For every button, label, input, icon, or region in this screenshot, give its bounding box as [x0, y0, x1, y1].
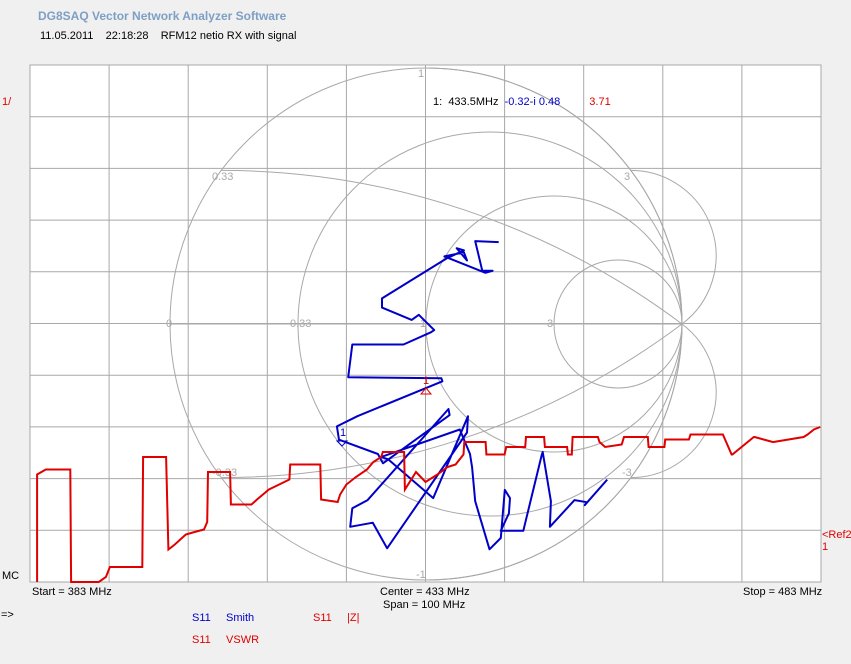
legend-smith-param: S11	[192, 612, 211, 624]
smith-trace-s11	[335, 240, 608, 551]
cursor-indicator: =>	[1, 609, 14, 621]
smith-label-bottom: -1	[416, 569, 426, 581]
smith-label-xneg3: -3	[622, 467, 632, 479]
ref-label: <Ref2	[822, 529, 851, 541]
legend-z-name: |Z|	[347, 612, 360, 624]
scale-left-bottom: MC	[2, 570, 20, 582]
span-frequency: Span = 100 MHz	[383, 599, 466, 611]
smith-reactance-arc	[221, 169, 683, 325]
ref-value: 1	[822, 541, 829, 553]
smith-marker[interactable]: 1	[335, 427, 349, 447]
smith-grid	[169, 67, 717, 581]
smith-marker-triangle	[335, 440, 349, 447]
legend-smith[interactable]: S11 Smith	[192, 612, 254, 624]
smith-reactance-arc	[425, 323, 683, 581]
marker-index: 1:	[433, 96, 443, 108]
vswr-marker-label: 1	[423, 375, 429, 387]
smith-label-r033: 0.33	[290, 318, 311, 330]
measurement-description: RFM12 netio RX with signal	[160, 30, 297, 42]
start-frequency: Start = 383 MHz	[32, 586, 112, 598]
smith-label-zero: 0	[166, 318, 172, 330]
marker-impedance: -0.32-i 0.48	[504, 96, 561, 108]
measurement-time: 22:18:28	[105, 30, 149, 42]
legend-vswr[interactable]: S11 VSWR	[192, 634, 259, 646]
smith-label-top: 1	[418, 68, 424, 80]
vswr-marker-triangle	[419, 387, 433, 395]
measurement-header: 11.05.2011 22:18:28 RFM12 netio RX with …	[40, 30, 296, 42]
smith-reactance-arc	[425, 67, 683, 325]
marker-readout: 1: 433.5MHz -0.32-i 0.48 3.71	[433, 96, 611, 108]
vswr-marker[interactable]: 1	[419, 375, 433, 395]
legend-vswr-name: VSWR	[226, 634, 260, 646]
legend-smith-name: Smith	[226, 612, 255, 624]
legend-vswr-param: S11	[192, 634, 211, 646]
marker-vswr: 3.71	[589, 96, 611, 108]
legend-z-param: S11	[313, 612, 332, 624]
smith-label-r3: 3	[547, 318, 553, 330]
legend-z[interactable]: S11 |Z|	[313, 612, 359, 624]
center-frequency: Center = 433 MHz	[380, 586, 470, 598]
scale-left-top: 1/	[2, 96, 12, 108]
smith-label-xpos3: 3	[624, 171, 630, 183]
smith-reactance-arc	[630, 169, 717, 325]
smith-reactance-arc	[630, 323, 717, 479]
vswr-trace-s11	[36, 426, 821, 583]
smith-label-xpos033: 0.33	[212, 171, 233, 183]
stop-frequency: Stop = 483 MHz	[743, 586, 823, 598]
marker-frequency: 433.5MHz	[448, 96, 499, 108]
measurement-date: 11.05.2011	[40, 30, 94, 42]
app-title: DG8SAQ Vector Network Analyzer Software	[38, 9, 287, 23]
smith-marker-label: 1	[340, 427, 346, 439]
smith-label-r1: 1	[420, 318, 426, 330]
